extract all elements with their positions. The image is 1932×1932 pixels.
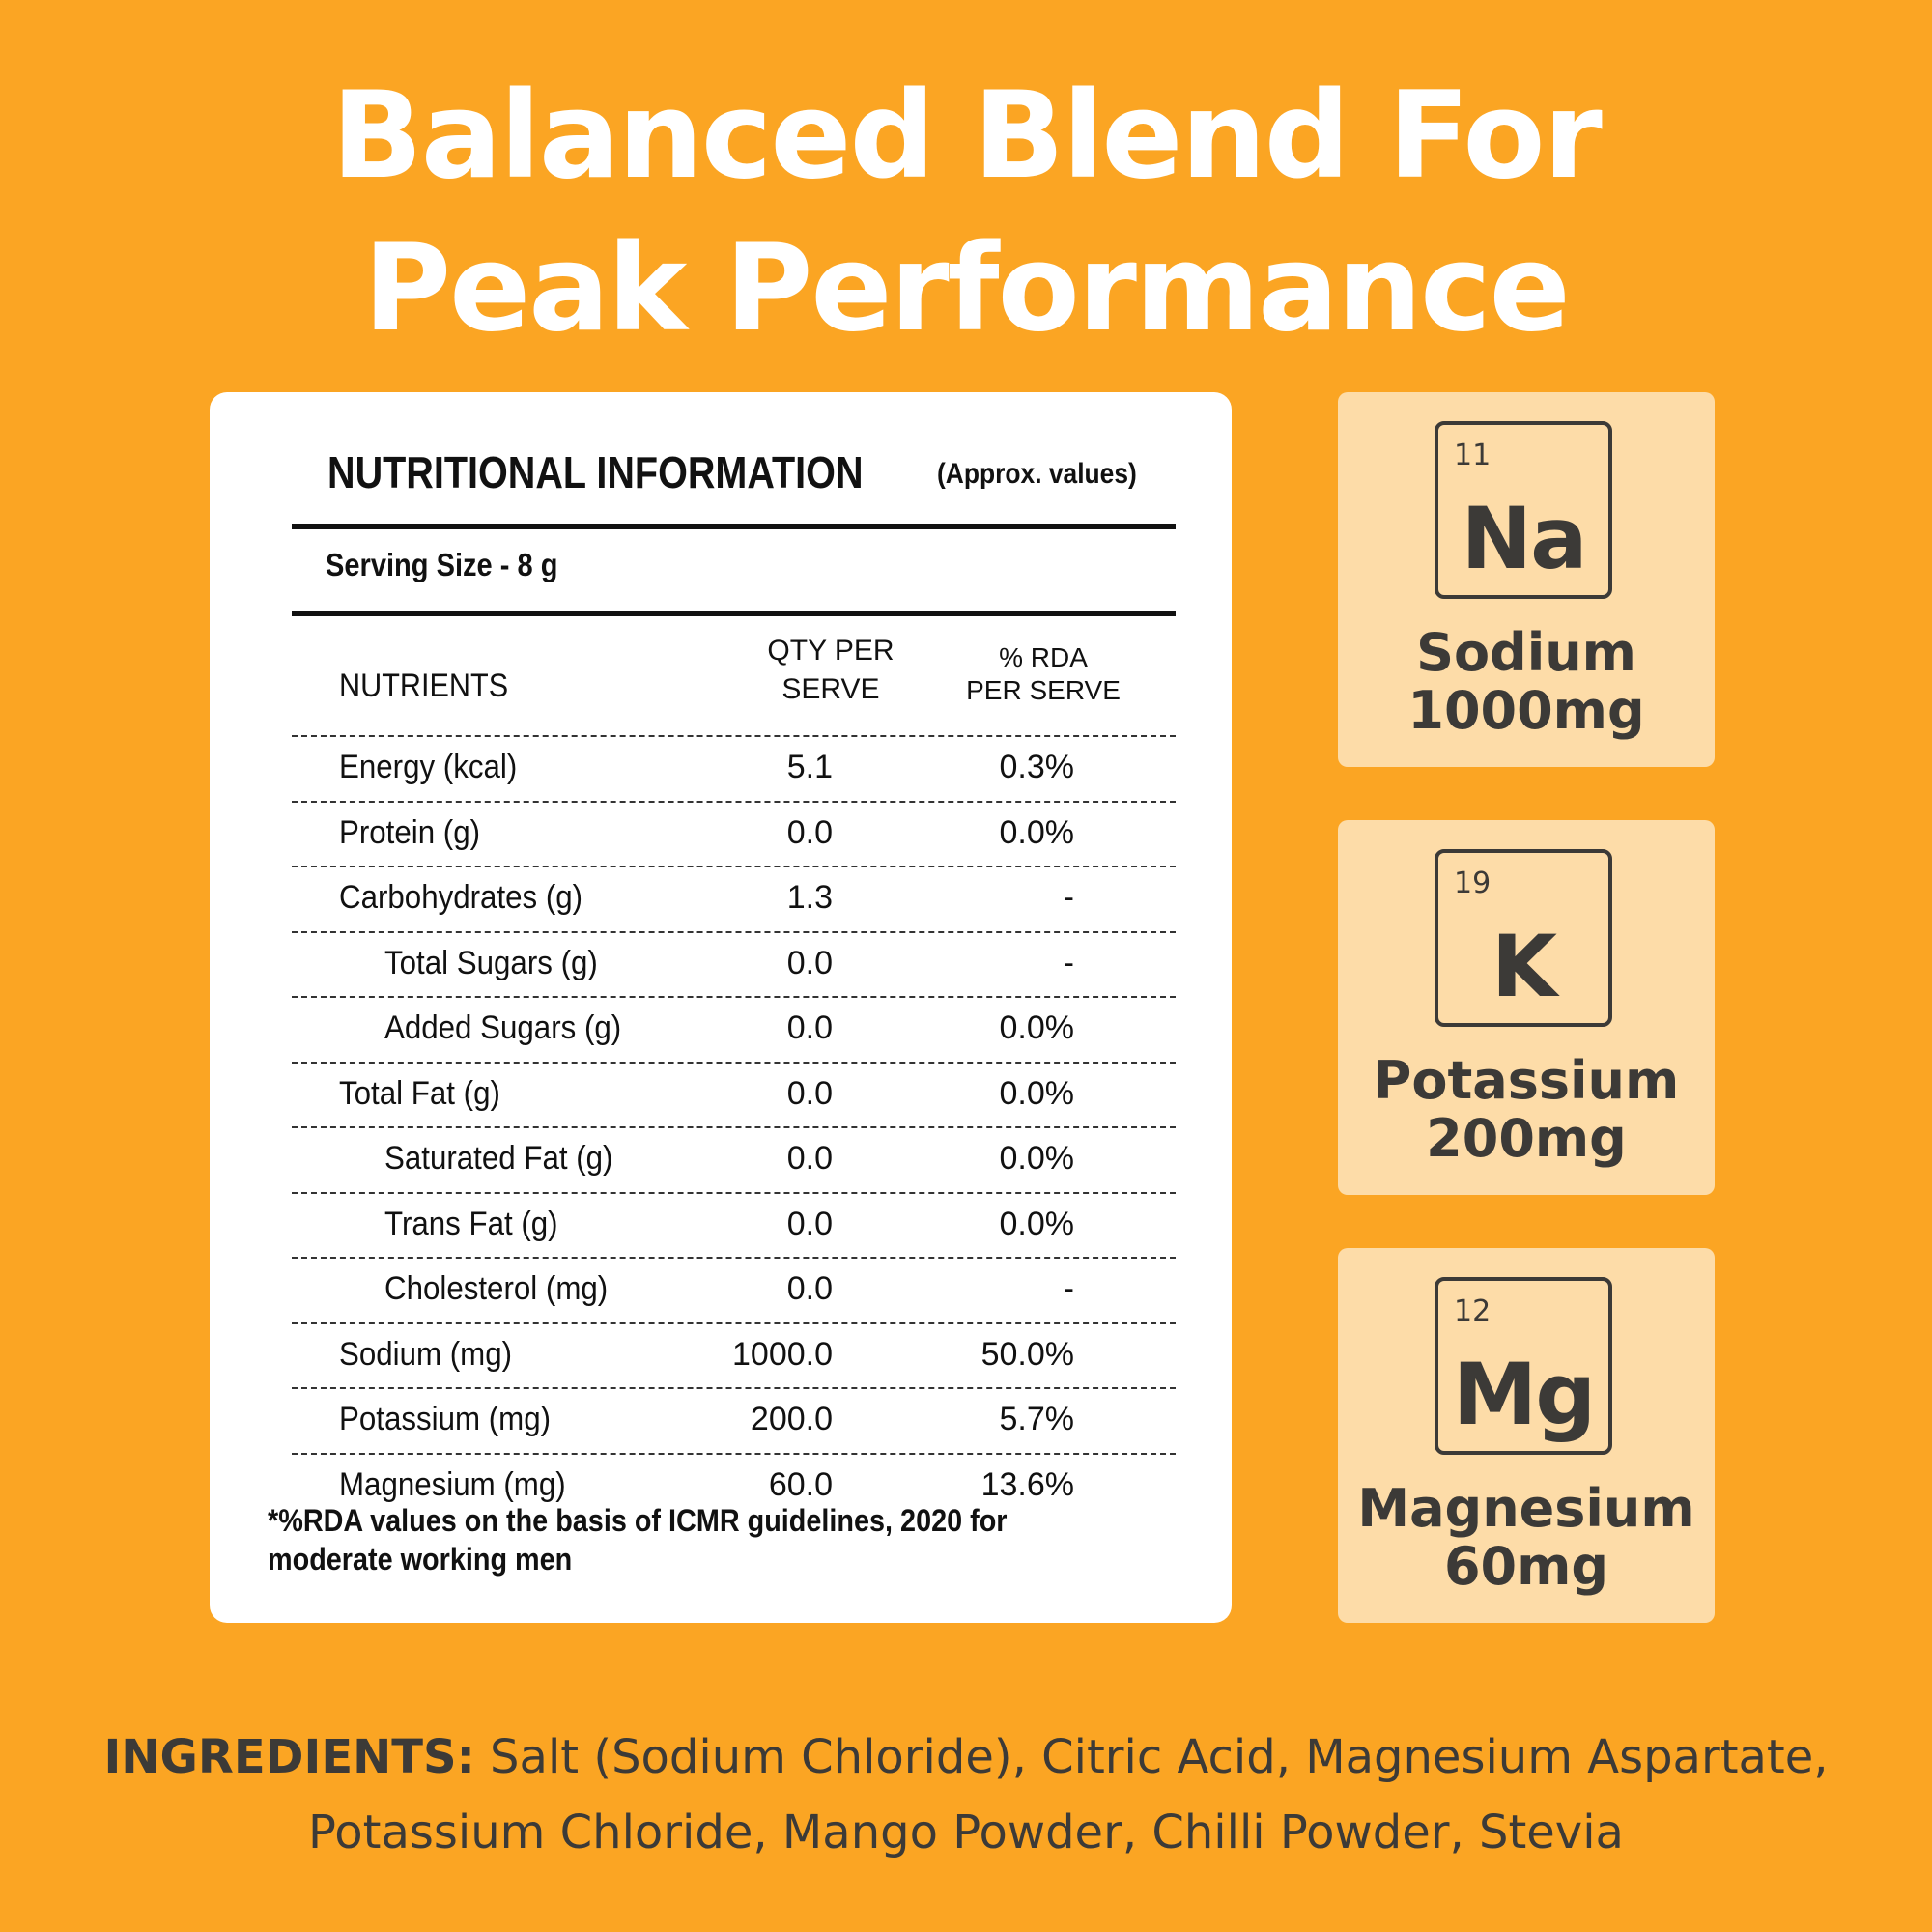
- nutrient-rda: 0.0%: [999, 1140, 1075, 1177]
- column-header-rda-line2: PER SERVE: [966, 675, 1121, 705]
- ingredients-label: INGREDIENTS:: [103, 1730, 475, 1784]
- nutrient-name: Saturated Fat (g): [384, 1140, 613, 1177]
- table-row: Total Sugars (g) 0.0 -: [292, 930, 1176, 997]
- element-name: Magnesium: [1357, 1478, 1695, 1539]
- nutrient-qty: 0.0: [786, 1270, 833, 1307]
- column-header-rda-line1: % RDA: [999, 642, 1088, 672]
- element-symbol: Mg: [1452, 1345, 1597, 1444]
- nutrient-name: Total Sugars (g): [384, 944, 598, 981]
- table-row: Potassium (mg) 200.0 5.7%: [292, 1387, 1176, 1453]
- table-row: Cholesterol (mg) 0.0 -: [292, 1257, 1176, 1322]
- table-row: Protein (g) 0.0 0.0%: [292, 800, 1176, 867]
- page-title: Balanced Blend For Peak Performance: [0, 60, 1932, 365]
- nutrient-rda: -: [1063, 944, 1074, 981]
- nutrient-qty: 0.0: [786, 1009, 833, 1046]
- element-symbol-box: 19 K: [1435, 849, 1612, 1027]
- element-symbol-box: 11 Na: [1435, 421, 1612, 599]
- title-line-1: Balanced Blend For: [331, 67, 1603, 206]
- ingredients-list: Salt (Sodium Chloride), Citric Acid, Mag…: [308, 1730, 1829, 1860]
- element-tile-magnesium: 12 Mg Magnesium 60mg: [1338, 1248, 1715, 1623]
- nutrient-qty: 60.0: [768, 1465, 833, 1503]
- nutrient-qty: 0.0: [786, 1140, 833, 1177]
- nutrient-rda: -: [1063, 879, 1074, 916]
- column-header-qty: QTY PER SERVE: [744, 632, 918, 709]
- nutrient-name: Protein (g): [339, 813, 481, 851]
- nutrient-rda: 0.0%: [999, 1009, 1075, 1046]
- nutrient-rda: 0.3%: [999, 749, 1075, 785]
- nutrient-qty: 200.0: [750, 1401, 833, 1437]
- nutrient-qty: 5.1: [786, 749, 833, 785]
- nutrient-qty: 1.3: [786, 879, 833, 916]
- table-row: Saturated Fat (g) 0.0 0.0%: [292, 1126, 1176, 1192]
- table-row: Carbohydrates (g) 1.3 -: [292, 866, 1176, 931]
- atomic-number: 19: [1454, 867, 1492, 900]
- element-symbol: K: [1491, 917, 1557, 1016]
- serving-size: Serving Size - 8 g: [326, 547, 558, 582]
- nutrient-qty: 0.0: [786, 813, 833, 851]
- table-row: Sodium (mg) 1000.0 50.0%: [292, 1321, 1176, 1388]
- nutrition-title-note: (Approx. values): [937, 458, 1137, 490]
- table-row: Energy (kcal) 5.1 0.3%: [292, 735, 1176, 801]
- table-row: Trans Fat (g) 0.0 0.0%: [292, 1191, 1176, 1258]
- element-name: Sodium: [1416, 622, 1636, 683]
- element-tile-sodium: 11 Na Sodium 1000mg: [1338, 392, 1715, 767]
- nutrient-rda: -: [1063, 1270, 1074, 1307]
- column-header-rda: % RDA PER SERVE: [956, 641, 1130, 707]
- nutrient-rda: 13.6%: [980, 1465, 1074, 1503]
- element-symbol: Na: [1461, 489, 1587, 588]
- nutrient-rda: 5.7%: [999, 1401, 1075, 1437]
- nutrient-name: Carbohydrates (g): [339, 879, 583, 916]
- nutrient-name: Cholesterol (mg): [384, 1270, 609, 1307]
- ingredients-text: INGREDIENTS: Salt (Sodium Chloride), Cit…: [58, 1719, 1874, 1870]
- table-row: Added Sugars (g) 0.0 0.0%: [292, 996, 1176, 1062]
- atomic-number: 11: [1454, 439, 1492, 472]
- nutrient-name: Energy (kcal): [339, 749, 518, 785]
- nutrient-qty: 0.0: [786, 1205, 833, 1242]
- nutrient-rda: 0.0%: [999, 813, 1075, 851]
- element-name: Potassium: [1373, 1050, 1680, 1111]
- nutrition-table: Energy (kcal) 5.1 0.3% Protein (g) 0.0 0.0% …: [292, 735, 1176, 1518]
- element-symbol-box: 12 Mg: [1435, 1277, 1612, 1455]
- element-amount: 200mg: [1426, 1108, 1627, 1169]
- nutrient-name: Total Fat (g): [339, 1074, 500, 1112]
- nutrient-rda: 50.0%: [980, 1335, 1074, 1373]
- column-header-qty-line1: QTY PER: [767, 635, 895, 667]
- atomic-number: 12: [1454, 1294, 1492, 1328]
- table-row: Magnesium (mg) 60.0 13.6%: [292, 1452, 1176, 1519]
- nutrient-name: Magnesium (mg): [339, 1465, 566, 1503]
- element-amount: 60mg: [1443, 1536, 1609, 1597]
- nutrient-name: Added Sugars (g): [384, 1009, 622, 1046]
- nutrient-rda: 0.0%: [999, 1074, 1075, 1112]
- column-header-qty-line2: SERVE: [781, 673, 880, 705]
- nutrition-title: NUTRITIONAL INFORMATION: [327, 447, 864, 497]
- nutrition-card: NUTRITIONAL INFORMATION (Approx. values)…: [210, 392, 1232, 1623]
- element-tile-potassium: 19 K Potassium 200mg: [1338, 820, 1715, 1195]
- nutrient-rda: 0.0%: [999, 1205, 1075, 1242]
- nutrient-name: Sodium (mg): [339, 1335, 513, 1373]
- column-header-nutrients: NUTRIENTS: [339, 668, 509, 704]
- nutrient-name: Trans Fat (g): [384, 1205, 558, 1242]
- divider: [292, 524, 1176, 529]
- divider: [292, 611, 1176, 616]
- element-amount: 1000mg: [1407, 680, 1645, 741]
- title-line-2: Peak Performance: [363, 219, 1570, 358]
- rda-footnote: *%RDA values on the basis of ICMR guidel…: [268, 1503, 1008, 1577]
- nutrient-name: Potassium (mg): [339, 1401, 552, 1437]
- table-row: Total Fat (g) 0.0 0.0%: [292, 1061, 1176, 1127]
- nutrient-qty: 1000.0: [732, 1335, 833, 1373]
- nutrient-qty: 0.0: [786, 1074, 833, 1112]
- nutrient-qty: 0.0: [786, 944, 833, 981]
